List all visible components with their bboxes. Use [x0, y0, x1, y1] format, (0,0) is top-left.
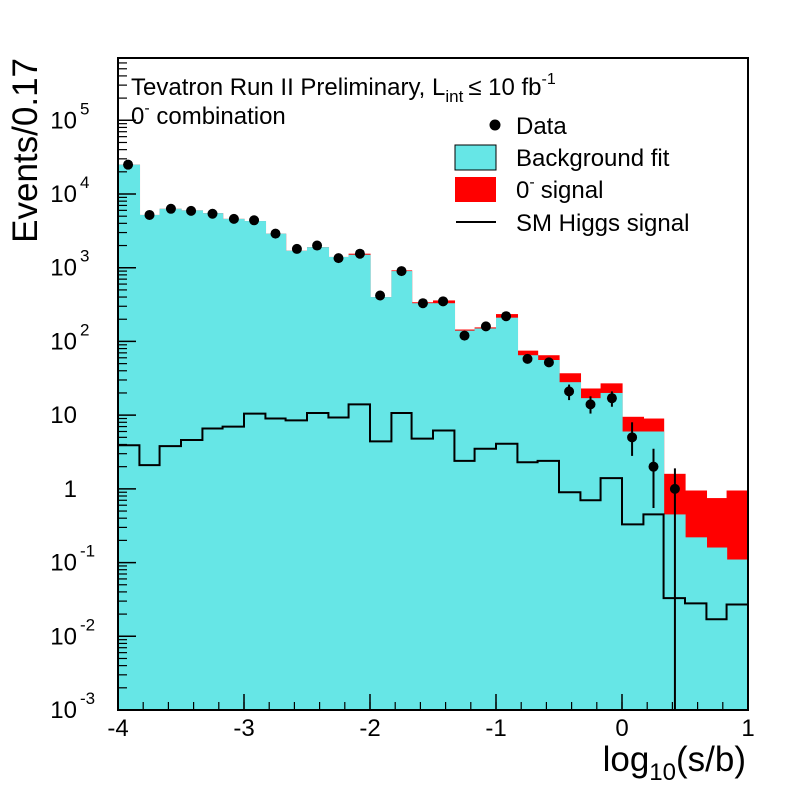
- data-point: [291, 243, 302, 254]
- x-tick-label: -2: [359, 715, 380, 742]
- legend-background-swatch: [454, 144, 497, 171]
- data-point: [459, 330, 470, 341]
- legend-background-label: Background fit: [516, 145, 670, 172]
- data-point: [627, 432, 638, 443]
- data-point: [648, 461, 659, 472]
- y-tick-label: 10: [50, 107, 77, 134]
- background-bar: [285, 250, 308, 710]
- data-point: [417, 298, 428, 309]
- background-bar: [706, 547, 728, 710]
- sm-higgs-line: [118, 403, 748, 621]
- data-point: [438, 296, 449, 307]
- data-point: [585, 399, 596, 410]
- data-point: [312, 240, 323, 251]
- y-tick-exponent: 4: [80, 173, 89, 192]
- data-point: [333, 253, 344, 264]
- x-tick-label: 0: [615, 715, 628, 742]
- data-point: [375, 290, 386, 301]
- background-bar: [265, 233, 287, 710]
- background-bar: [600, 392, 623, 710]
- y-tick-label: 10: [50, 402, 77, 429]
- data-point: [522, 353, 533, 364]
- data-point: [396, 266, 407, 277]
- data-point: [207, 208, 218, 219]
- background-bar: [474, 328, 497, 710]
- legend-signal-label: 0- signal: [516, 174, 603, 204]
- data-point: [606, 393, 617, 404]
- data-point: [564, 386, 575, 397]
- background-bar: [496, 317, 519, 710]
- background-bar: [202, 213, 224, 710]
- data-point: [501, 311, 512, 322]
- chart-subtitle: 0- combination: [131, 100, 286, 130]
- background-bar: [517, 355, 539, 710]
- y-tick-exponent: 5: [80, 99, 89, 118]
- background-bar: [433, 303, 456, 710]
- background-bar: [181, 210, 204, 710]
- x-tick-label: -4: [107, 715, 128, 742]
- background-bar: [685, 537, 708, 710]
- background-bar: [454, 330, 476, 710]
- data-point: [186, 205, 197, 216]
- x-axis: -4 -3 -2 -1 0 1: [107, 694, 755, 742]
- plot-area: [118, 159, 748, 710]
- data-points: [123, 159, 680, 710]
- x-axis-label: log10(s/b): [603, 740, 746, 786]
- data-point: [354, 248, 365, 259]
- data-point: [123, 159, 134, 170]
- data-point: [669, 483, 680, 494]
- data-point: [249, 215, 260, 226]
- background-bar: [622, 431, 645, 710]
- y-tick-label: 10: [50, 255, 77, 282]
- y-tick-exponent: 2: [80, 320, 89, 339]
- background-bar: [537, 359, 560, 710]
- y-tick-exponent: -1: [80, 542, 95, 561]
- background-bar: [222, 218, 245, 710]
- y-tick-label: 10: [50, 697, 77, 724]
- x-tick-label: -1: [485, 715, 506, 742]
- background-bar: [307, 247, 330, 710]
- data-point: [270, 228, 281, 239]
- x-tick-label: -3: [233, 715, 254, 742]
- legend: Data Background fit 0- signal SM Higgs si…: [454, 113, 689, 237]
- background-bar: [139, 214, 161, 710]
- background-bar: [559, 382, 582, 710]
- background-bar: [328, 256, 350, 710]
- plot-frame: [117, 57, 749, 711]
- background-bar: [726, 559, 748, 710]
- y-tick-label: 1: [64, 476, 77, 503]
- data-point: [144, 209, 155, 220]
- y-tick-label: 10: [50, 328, 77, 355]
- background-bar: [348, 254, 371, 710]
- legend-sm-higgs-label: SM Higgs signal: [516, 210, 689, 237]
- background-bar: [244, 221, 267, 710]
- background-bars: [118, 164, 748, 710]
- legend-data-marker: [489, 119, 501, 131]
- data-point: [165, 203, 176, 214]
- chart-title: Tevatron Run II Preliminary, Lint ≤ 10 fb…: [131, 71, 556, 106]
- y-axis-label: Events/0.17: [6, 58, 45, 243]
- y-tick-label: 10: [50, 181, 77, 208]
- legend-data-label: Data: [516, 113, 567, 140]
- y-tick-exponent: -3: [80, 689, 95, 708]
- data-point: [543, 357, 554, 368]
- data-point: [228, 213, 239, 224]
- y-tick-label: 10: [50, 623, 77, 650]
- background-bar: [159, 208, 182, 710]
- y-tick-exponent: 3: [80, 247, 89, 266]
- background-bar: [370, 297, 393, 710]
- legend-signal-swatch: [455, 177, 496, 202]
- background-bar: [643, 431, 665, 710]
- background-bar: [411, 303, 434, 710]
- background-bar: [580, 398, 602, 710]
- x-tick-label: 1: [741, 715, 754, 742]
- data-point: [480, 321, 491, 332]
- background-bar: [391, 271, 413, 710]
- y-tick-exponent: -2: [80, 615, 95, 634]
- y-tick-label: 10: [50, 550, 77, 577]
